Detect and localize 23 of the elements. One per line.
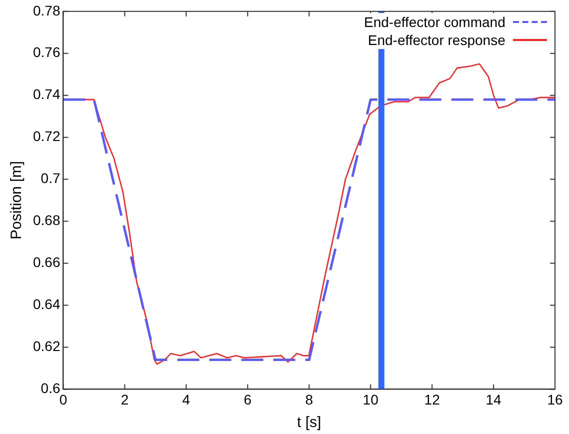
y-tick-label: 0.64 — [33, 296, 60, 312]
y-tick-label: 0.62 — [33, 338, 60, 354]
x-axis-title: t [s] — [297, 414, 322, 432]
x-tick-label: 6 — [244, 391, 252, 408]
x-tick-label: 14 — [486, 391, 502, 408]
y-axis-title: Position [m] — [8, 161, 26, 240]
y-tick-label: 0.66 — [33, 254, 60, 270]
x-tick-label: 2 — [120, 391, 129, 408]
y-tick-label: 0.74 — [33, 86, 60, 102]
legend-label: End-effector command — [364, 13, 506, 32]
legend-label: End-effector response — [368, 31, 506, 50]
y-tick-label: 0.78 — [33, 2, 60, 18]
y-tick-label: 0.72 — [33, 128, 60, 144]
y-tick-label: 0.76 — [33, 44, 60, 60]
x-tick-label: 16 — [547, 391, 563, 408]
x-tick-label: 10 — [362, 391, 379, 408]
y-tick-label: 0.7 — [40, 170, 60, 186]
y-tick-label: 0.6 — [40, 380, 60, 396]
x-tick-label: 0 — [59, 391, 68, 408]
x-tick-label: 12 — [424, 391, 440, 408]
x-tick-label: 4 — [182, 391, 190, 408]
x-tick-label: 8 — [305, 391, 314, 408]
y-tick-label: 0.68 — [33, 212, 60, 228]
